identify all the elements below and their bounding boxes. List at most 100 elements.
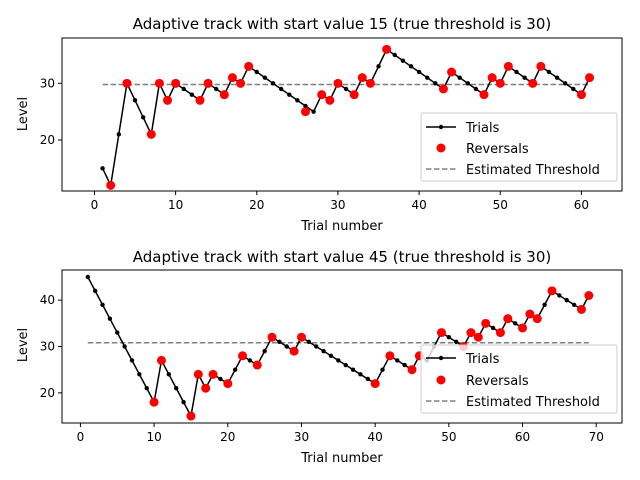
top-legend-trials-label: Trials <box>465 121 500 136</box>
top-axes: 0 10 20 30 40 50 60 20 30 <box>40 37 623 212</box>
top-x-tick-label: 0 <box>91 198 99 212</box>
top-reversal-point <box>382 44 392 54</box>
bottom-x-tick-label: 70 <box>589 430 604 444</box>
top-trial-point <box>262 75 268 80</box>
top-trial-point <box>311 109 316 114</box>
top-x-tick-label: 30 <box>330 198 345 212</box>
top-x-axis-label: Trial number <box>300 219 383 234</box>
top-reversal-point <box>576 90 586 100</box>
top-trial-point <box>116 132 122 137</box>
bottom-reversal-point <box>149 397 159 407</box>
bottom-x-tick-label: 50 <box>441 430 456 444</box>
top-legend-frame <box>420 112 618 182</box>
bottom-trial-point <box>395 358 400 363</box>
top-trial-point <box>132 98 138 103</box>
top-trial-point <box>473 86 479 92</box>
bottom-reversal-point <box>532 314 542 324</box>
top-reversal-point <box>154 78 164 88</box>
bottom-legend-threshold-label: Estimated Threshold <box>466 395 600 410</box>
bottom-x-tick-label: 30 <box>294 430 309 444</box>
bottom-reversal-point <box>201 383 211 393</box>
top-legend-reversals-marker <box>436 143 446 153</box>
bottom-reversal-point <box>186 411 196 421</box>
top-reversal-point <box>438 84 448 94</box>
top-trial-point <box>416 69 422 75</box>
top-reversal-point <box>146 129 156 139</box>
top-trial-point <box>546 69 552 75</box>
top-chart-title: Adaptive track with start value 15 (true… <box>133 15 552 33</box>
top-reversal-point <box>227 73 237 83</box>
top-trial-point <box>343 86 349 92</box>
bottom-axes: 0 10 20 30 40 50 60 70 20 30 40 <box>40 269 623 444</box>
top-plot-area <box>100 44 595 190</box>
bottom-trial-point <box>571 302 577 307</box>
top-trial-point <box>408 64 414 69</box>
bottom-reversal-point <box>407 365 417 375</box>
bottom-trial-point <box>343 362 348 368</box>
bottom-trial-point <box>380 367 385 372</box>
bottom-trial-point <box>247 358 253 363</box>
top-trial-point <box>181 86 186 92</box>
bottom-reversal-point <box>267 332 277 342</box>
bottom-trial-point <box>92 288 98 294</box>
bottom-trial-point <box>232 367 238 372</box>
bottom-reversal-point <box>370 379 380 389</box>
bottom-trial-point <box>542 302 547 307</box>
top-trial-point <box>189 92 195 97</box>
bottom-trial-point <box>314 344 319 349</box>
top-legend-threshold-label: Estimated Threshold <box>466 163 600 178</box>
top-trial-point <box>295 98 300 103</box>
bottom-reversal-point <box>584 291 594 300</box>
top-y-tick-label: 30 <box>40 76 55 90</box>
bottom-x-axis-label: Trial number <box>300 451 383 466</box>
top-trial-point <box>554 75 560 80</box>
bottom-plot-area <box>85 274 594 421</box>
bottom-x-tick-label: 10 <box>146 430 161 444</box>
bottom-trial-point <box>321 348 326 354</box>
top-reversal-point <box>236 78 246 88</box>
bottom-reversal-point <box>296 332 306 342</box>
bottom-trial-point <box>350 367 356 372</box>
bottom-trial-point <box>564 297 569 303</box>
bottom-reversal-point <box>223 379 233 389</box>
top-trial-point <box>214 86 219 92</box>
bottom-trial-point <box>306 339 312 345</box>
bottom-trial-point <box>277 339 282 345</box>
top-axes-frame <box>61 37 623 192</box>
top-reversal-point <box>300 107 310 117</box>
top-reversal-point <box>479 90 489 100</box>
top-reversal-point <box>536 61 546 71</box>
bottom-trial-point <box>115 330 120 335</box>
bottom-reversal-point <box>473 332 483 342</box>
top-reversal-point <box>585 73 595 83</box>
top-x-tick-label: 10 <box>168 198 183 212</box>
bottom-trial-point <box>107 316 113 321</box>
bottom-y-tick-label: 20 <box>40 386 55 400</box>
bottom-trial-point <box>454 339 459 345</box>
top-trial-point <box>433 81 438 86</box>
top-reversal-point <box>171 78 181 88</box>
bottom-x-tick-label: 60 <box>515 430 530 444</box>
top-reversal-point <box>317 90 327 100</box>
top-reversal-point <box>122 78 132 88</box>
bottom-trial-point <box>100 302 105 307</box>
bottom-reversal-point <box>156 355 166 365</box>
bottom-trial-point <box>490 325 496 331</box>
top-legend-reversals-label: Reversals <box>466 142 529 157</box>
top-trial-point <box>571 86 576 92</box>
bottom-reversal-point <box>436 328 446 338</box>
top-trial-point <box>400 58 406 63</box>
top-reversal-point <box>106 180 116 190</box>
bottom-legend: Trials Reversals Estimated Threshold <box>420 344 618 414</box>
top-reversal-point <box>163 95 173 105</box>
bottom-x-tick-label: 40 <box>368 430 383 444</box>
bottom-trial-point <box>328 353 334 358</box>
top-reversal-point <box>349 90 359 100</box>
bottom-trial-point <box>218 376 223 382</box>
top-trial-point <box>392 52 397 58</box>
bottom-legend-reversals-marker <box>436 375 446 385</box>
top-reversal-point <box>503 61 513 71</box>
top-reversal-point <box>325 95 335 105</box>
bottom-trial-point <box>284 344 289 349</box>
